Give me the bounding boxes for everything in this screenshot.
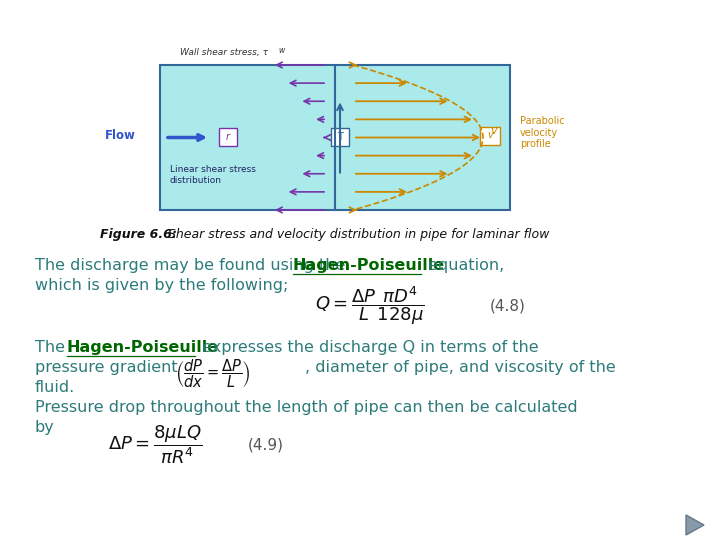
- Text: , diameter of pipe, and viscosity of the: , diameter of pipe, and viscosity of the: [305, 360, 616, 375]
- Text: $Q = \dfrac{\Delta P}{L} \dfrac{\pi D^4}{128\mu}$: $Q = \dfrac{\Delta P}{L} \dfrac{\pi D^4}…: [315, 285, 425, 327]
- Text: fluid.: fluid.: [35, 380, 76, 395]
- Text: v: v: [490, 125, 497, 136]
- Text: Parabolic
velocity
profile: Parabolic velocity profile: [520, 116, 564, 149]
- Text: pressure gradient: pressure gradient: [35, 360, 178, 375]
- Text: $\left(\dfrac{dP}{dx} = \dfrac{\Delta P}{L}\right)$: $\left(\dfrac{dP}{dx} = \dfrac{\Delta P}…: [175, 357, 251, 389]
- Text: (4.9): (4.9): [248, 437, 284, 453]
- Text: Linear shear stress
distribution: Linear shear stress distribution: [170, 165, 256, 185]
- Text: equation,: equation,: [423, 258, 504, 273]
- Polygon shape: [686, 515, 704, 535]
- Text: w: w: [278, 46, 284, 55]
- Text: $\Delta P = \dfrac{8\mu L Q}{\pi R^4}$: $\Delta P = \dfrac{8\mu L Q}{\pi R^4}$: [108, 423, 202, 467]
- Text: The: The: [35, 340, 70, 355]
- Text: (4.8): (4.8): [490, 299, 526, 314]
- Text: which is given by the following;: which is given by the following;: [35, 278, 289, 293]
- Text: Wall shear stress, τ: Wall shear stress, τ: [180, 48, 268, 57]
- FancyBboxPatch shape: [331, 127, 349, 145]
- Text: Pressure drop throughout the length of pipe can then be calculated: Pressure drop throughout the length of p…: [35, 400, 577, 415]
- Text: Shear stress and velocity distribution in pipe for laminar flow: Shear stress and velocity distribution i…: [164, 228, 549, 241]
- Text: Hagen-Poiseuille: Hagen-Poiseuille: [67, 340, 219, 355]
- FancyBboxPatch shape: [480, 126, 500, 145]
- Text: Figure 6.6:: Figure 6.6:: [100, 228, 177, 241]
- Bar: [160, 65, 510, 210]
- Text: by: by: [35, 420, 55, 435]
- Text: T: T: [337, 132, 343, 143]
- Text: r: r: [226, 132, 230, 141]
- FancyBboxPatch shape: [219, 127, 237, 145]
- Text: Flow: Flow: [105, 129, 136, 142]
- Text: v: v: [487, 131, 493, 140]
- Text: expresses the discharge Q in terms of the: expresses the discharge Q in terms of th…: [197, 340, 539, 355]
- Text: The discharge may be found using the: The discharge may be found using the: [35, 258, 351, 273]
- Text: Hagen-Poiseuille: Hagen-Poiseuille: [293, 258, 445, 273]
